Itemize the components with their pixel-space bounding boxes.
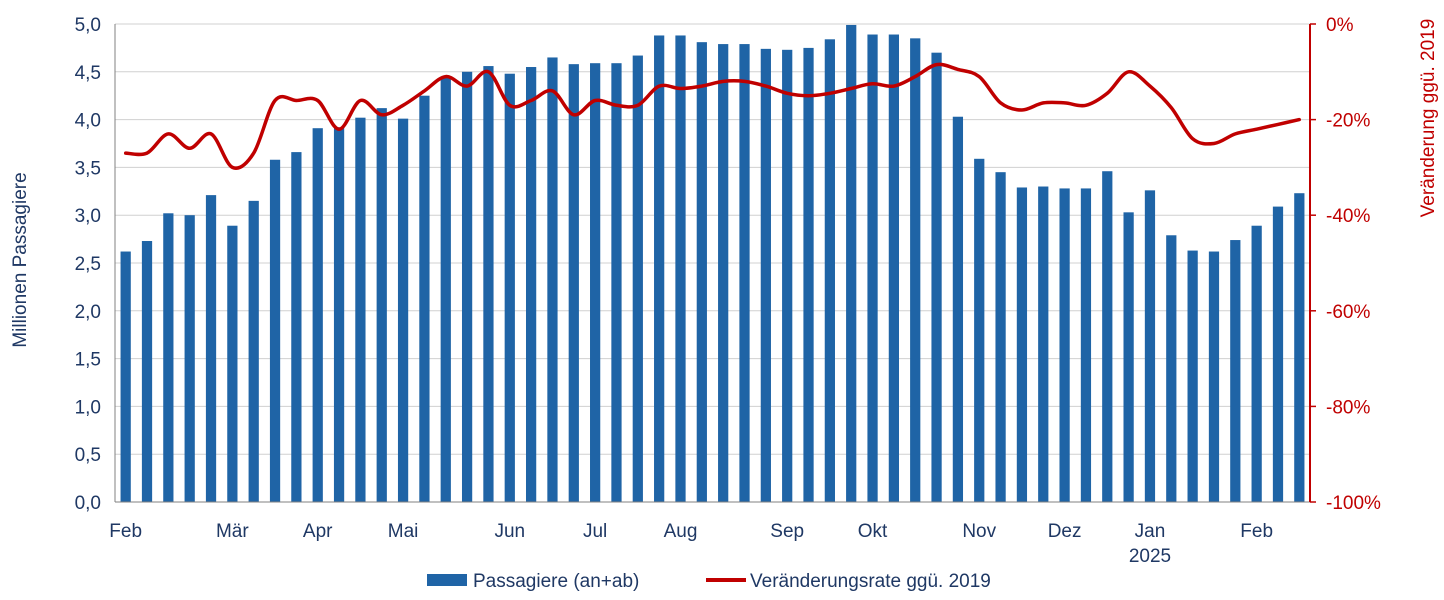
legend-line-label: Veränderungsrate ggü. 2019 <box>750 571 991 592</box>
bar <box>1059 188 1069 502</box>
left-tick-label: 3,5 <box>75 158 101 179</box>
left-tick-label: 1,0 <box>75 397 101 418</box>
bar <box>1017 187 1027 502</box>
x-year-label: 2025 <box>1129 546 1171 567</box>
bar <box>249 201 259 502</box>
bar <box>547 57 557 502</box>
bar <box>825 39 835 502</box>
legend-bar-label: Passagiere (an+ab) <box>473 571 639 592</box>
x-tick-label: Mär <box>216 521 249 542</box>
left-tick-label: 2,5 <box>75 254 101 275</box>
chart-root: 0,00,51,01,52,02,53,03,54,04,55,0 -100%-… <box>0 0 1444 600</box>
right-tick-label: -80% <box>1326 397 1370 418</box>
bar <box>846 25 856 502</box>
bar <box>1038 187 1048 502</box>
x-tick-label: Nov <box>962 521 996 542</box>
bar <box>782 50 792 502</box>
bar <box>803 48 813 502</box>
bar <box>953 117 963 502</box>
left-tick-label: 5,0 <box>75 15 101 36</box>
left-axis-title: Millionen Passagiere <box>10 172 31 347</box>
bar <box>163 213 173 502</box>
bar <box>419 96 429 502</box>
bar <box>441 77 451 502</box>
right-tick-label: 0% <box>1326 15 1354 36</box>
x-tick-label: Sep <box>770 521 804 542</box>
bar <box>697 42 707 502</box>
x-tick-label: Feb <box>109 521 142 542</box>
left-tick-label: 0,5 <box>75 445 101 466</box>
legend: Passagiere (an+ab) Veränderungsrate ggü.… <box>427 571 991 592</box>
bar <box>377 108 387 502</box>
bar <box>313 128 323 502</box>
left-tick-label: 0,0 <box>75 493 101 514</box>
bar <box>931 53 941 502</box>
bar <box>1102 171 1112 502</box>
x-tick-label: Mai <box>388 521 419 542</box>
bar <box>675 35 685 502</box>
bar <box>1081 188 1091 502</box>
right-tick-label: -100% <box>1326 493 1381 514</box>
x-tick-label: Feb <box>1240 521 1273 542</box>
bar <box>227 226 237 502</box>
bar <box>654 35 664 502</box>
right-axis-title: Veränderung ggü. 2019 <box>1418 19 1439 218</box>
x-tick-label: Jul <box>583 521 607 542</box>
line-path <box>126 64 1300 168</box>
left-axis-ticks: 0,0 0,5 1,0 1,5 2,0 2,5 3,0 3,5 4,0 4,5 5,0 <box>75 15 101 514</box>
left-tick-label: 3,0 <box>75 206 101 227</box>
bar <box>761 49 771 502</box>
bar <box>526 67 536 502</box>
bar <box>121 252 131 502</box>
x-tick-label: Dez <box>1048 521 1082 542</box>
right-axis-ticks: -100% -80% -60% -40% -20% 0% <box>1310 15 1381 514</box>
bar <box>291 152 301 502</box>
bar <box>739 44 749 502</box>
bar <box>590 63 600 502</box>
left-tick-label: 4,5 <box>75 63 101 84</box>
bar <box>462 72 472 502</box>
legend-bar-swatch <box>427 574 467 586</box>
bar <box>270 160 280 502</box>
bar <box>1273 207 1283 502</box>
x-tick-label: Aug <box>664 521 698 542</box>
bar <box>1123 212 1133 502</box>
bar <box>1230 240 1240 502</box>
bar <box>1252 226 1262 502</box>
bar <box>185 215 195 502</box>
bar <box>867 35 877 502</box>
bar <box>505 74 515 502</box>
right-tick-label: -20% <box>1326 111 1370 132</box>
bar <box>974 159 984 502</box>
left-tick-label: 4,0 <box>75 111 101 132</box>
bar <box>718 44 728 502</box>
bar <box>1188 251 1198 502</box>
bar <box>355 118 365 502</box>
bar <box>142 241 152 502</box>
x-tick-label: Jun <box>494 521 525 542</box>
bar <box>569 64 579 502</box>
bar <box>334 127 344 502</box>
x-tick-label: Okt <box>858 521 888 542</box>
bar <box>1209 252 1219 502</box>
bar <box>1166 235 1176 502</box>
bar <box>1145 190 1155 502</box>
x-tick-label: Jan <box>1135 521 1166 542</box>
bar <box>910 38 920 502</box>
bar <box>633 56 643 502</box>
bar <box>611 63 621 502</box>
bar <box>889 35 899 502</box>
line-series <box>126 64 1300 168</box>
bar <box>206 195 216 502</box>
bar <box>398 119 408 502</box>
bar <box>483 66 493 502</box>
x-axis-ticks: Feb Mär Apr Mai Jun Jul Aug Sep Okt Nov Dez Jan Feb 2… <box>109 521 1273 567</box>
right-tick-label: -40% <box>1326 206 1370 227</box>
bar <box>1294 193 1304 502</box>
right-tick-label: -60% <box>1326 302 1370 323</box>
left-tick-label: 1,5 <box>75 350 101 371</box>
bar <box>995 172 1005 502</box>
x-tick-label: Apr <box>303 521 333 542</box>
left-tick-label: 2,0 <box>75 302 101 323</box>
